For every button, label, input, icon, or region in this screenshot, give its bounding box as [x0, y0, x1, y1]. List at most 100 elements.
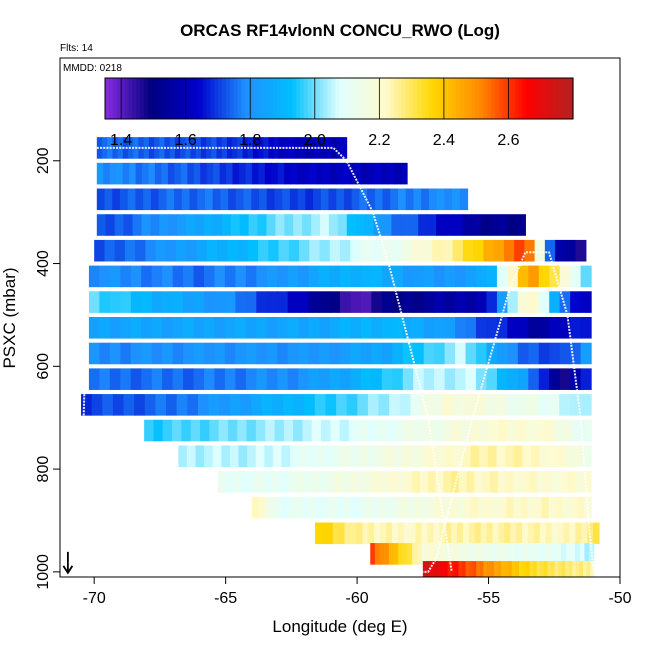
heatmap-cell [474, 394, 486, 416]
heatmap-cell [398, 188, 407, 211]
heatmap-cell [298, 342, 310, 365]
heatmap-cell [476, 561, 481, 577]
heatmap-cell [355, 162, 363, 185]
heatmap-cell [264, 162, 272, 185]
heatmap-cell [329, 162, 337, 185]
heatmap-cell [195, 445, 205, 468]
colorbar-swatch [463, 78, 469, 119]
heatmap-cell [506, 496, 514, 519]
heatmap-cell [251, 188, 260, 211]
heatmap-cell [329, 342, 341, 365]
heatmap-cell [297, 162, 305, 185]
heatmap-cell [143, 188, 152, 211]
heatmap-cell [112, 394, 125, 416]
heatmap-cell [245, 162, 253, 185]
heatmap-cell [388, 543, 395, 565]
heatmap-cell [102, 394, 114, 416]
heatmap-cell [371, 342, 383, 365]
heatmap-cell [277, 368, 289, 390]
heatmap-cell [266, 265, 278, 288]
colorbar-tick-label: 2.0 [304, 132, 326, 149]
heatmap-cell [277, 162, 285, 185]
heatmap-cell [381, 162, 389, 185]
y-axis: 200 400 600 800 1000 [35, 147, 60, 590]
heatmap-cell [580, 394, 592, 416]
heatmap-cell [371, 265, 383, 288]
heatmap-cell [226, 162, 234, 185]
heatmap-cell [141, 291, 153, 313]
heatmap-cell [357, 496, 366, 519]
heatmap-cell [120, 368, 132, 390]
heatmap-cell [332, 522, 340, 545]
heatmap-cell [433, 561, 438, 577]
heatmap-cell [486, 265, 498, 288]
heatmap-cell [109, 291, 121, 313]
heatmap-cell [522, 445, 532, 468]
heatmap-cell [282, 394, 295, 416]
heatmap-cell [563, 522, 570, 545]
heatmap-cell [141, 265, 153, 288]
colorbar-swatch [491, 78, 496, 119]
heatmap-row [251, 496, 592, 519]
heatmap-cell [476, 368, 488, 390]
heatmap-cell [221, 214, 232, 236]
colorbar-tick-label: 2.2 [368, 132, 390, 149]
heatmap-cell [350, 265, 362, 288]
heatmap-cell [565, 239, 577, 262]
heatmap-cell [507, 291, 519, 313]
colorbar-swatch [405, 78, 410, 119]
heatmap-cell [565, 543, 572, 565]
heatmap-cell [453, 445, 463, 468]
heatmap-cell [162, 316, 174, 339]
heatmap-cell [218, 419, 229, 442]
heatmap-cell [552, 471, 561, 493]
heatmap-cell [473, 239, 484, 262]
heatmap-cell [392, 265, 404, 288]
heatmap-cell [413, 265, 425, 288]
heatmap-cell [372, 496, 380, 519]
heatmap-cell [361, 162, 369, 185]
heatmap-cell [237, 137, 244, 159]
heatmap-cell [336, 394, 348, 416]
heatmap-cell [190, 419, 201, 442]
heatmap-cell [392, 291, 404, 313]
heatmap-cell [357, 394, 369, 416]
colorbar-swatch [378, 78, 383, 119]
heatmap-cell [394, 162, 402, 185]
heatmap-cell [183, 368, 195, 390]
heatmap-cell [132, 214, 143, 236]
heatmap-cell [251, 394, 263, 416]
heatmap-cell [350, 316, 362, 339]
heatmap-cell [109, 316, 121, 339]
heatmap-cell [168, 214, 178, 236]
heatmap-cell [230, 214, 241, 236]
heatmap-cell [212, 188, 221, 211]
heatmap-cell [214, 316, 226, 339]
colorbar-swatch [459, 78, 465, 119]
heatmap-cell [400, 496, 408, 519]
heatmap-cell [294, 137, 301, 159]
heatmap-cell [498, 214, 509, 236]
heatmap-cell [528, 543, 534, 565]
heatmap-cell [410, 394, 422, 416]
colorbar-swatch [128, 78, 133, 119]
heatmap-row [217, 471, 592, 493]
heatmap-cell [401, 239, 413, 262]
colorbar-swatch [440, 78, 445, 119]
heatmap-cell [186, 239, 198, 262]
heatmap-cell [336, 496, 345, 519]
heatmap-cell [308, 316, 320, 339]
heatmap-cell [245, 291, 257, 313]
colorbar-swatch [518, 78, 523, 119]
heatmap-cell [393, 445, 403, 468]
heatmap-cell [360, 239, 372, 262]
heatmap-cell [251, 496, 260, 519]
heatmap-cell [402, 291, 414, 313]
y-tick-label: 400 [35, 250, 52, 277]
heatmap-cell [162, 368, 174, 390]
heatmap-cell [470, 445, 480, 468]
heatmap-cell [469, 561, 474, 577]
heatmap-cell [135, 239, 146, 262]
heatmap-cell [544, 239, 556, 262]
colorbar-swatch [436, 78, 441, 119]
